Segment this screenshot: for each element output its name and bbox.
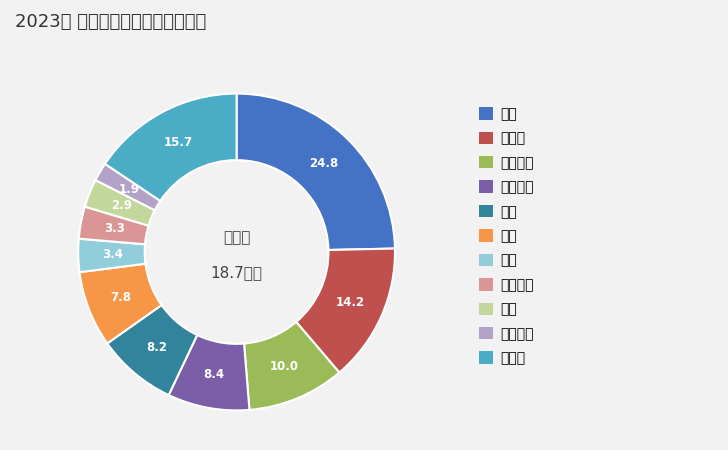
Legend: 米国, ドイツ, オランダ, フランス, 英国, 中国, 豪州, イタリア, 韓国, スペイン, その他: 米国, ドイツ, オランダ, フランス, 英国, 中国, 豪州, イタリア, 韓… xyxy=(479,107,534,365)
Text: 1.9: 1.9 xyxy=(119,183,140,196)
Wedge shape xyxy=(79,264,162,343)
Wedge shape xyxy=(169,335,250,410)
Text: 2.9: 2.9 xyxy=(111,199,132,212)
Wedge shape xyxy=(79,207,149,244)
Wedge shape xyxy=(296,248,395,373)
Text: 3.3: 3.3 xyxy=(104,222,125,235)
Text: 総　額: 総 額 xyxy=(223,230,250,245)
Wedge shape xyxy=(85,180,155,226)
Text: 15.7: 15.7 xyxy=(164,136,193,149)
Text: 18.7億円: 18.7億円 xyxy=(210,265,263,280)
Text: 8.4: 8.4 xyxy=(204,368,225,381)
Wedge shape xyxy=(95,164,160,210)
Text: 8.2: 8.2 xyxy=(146,341,167,354)
Wedge shape xyxy=(244,322,339,410)
Wedge shape xyxy=(107,305,197,395)
Text: 2023年 輸出相手国のシェア（％）: 2023年 輸出相手国のシェア（％） xyxy=(15,14,206,32)
Text: 24.8: 24.8 xyxy=(309,157,339,170)
Wedge shape xyxy=(78,238,146,272)
Wedge shape xyxy=(237,94,395,250)
Text: 3.4: 3.4 xyxy=(102,248,123,261)
Text: 10.0: 10.0 xyxy=(270,360,298,374)
Wedge shape xyxy=(105,94,237,201)
Text: 14.2: 14.2 xyxy=(336,297,365,310)
Text: 7.8: 7.8 xyxy=(110,291,131,304)
